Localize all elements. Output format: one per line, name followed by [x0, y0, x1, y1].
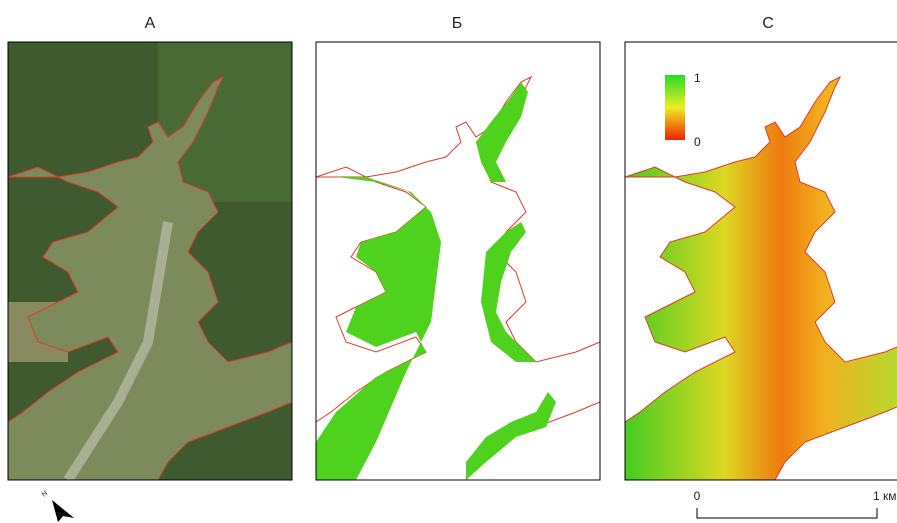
north-label: N: [41, 490, 49, 499]
figure: А Б С 1 0 0 1 км N: [0, 0, 897, 523]
panel-b: [316, 77, 600, 480]
panel-title: А: [145, 15, 156, 32]
scale-end: 1 км: [873, 489, 897, 503]
scale-bar: [697, 508, 877, 518]
legend-ramp: [665, 75, 685, 140]
panel-title: Б: [452, 15, 463, 32]
legend-max: 1: [694, 71, 701, 85]
legend-min: 0: [694, 135, 701, 149]
north-arrow: [52, 500, 74, 522]
panel-title: С: [762, 15, 774, 32]
scale-start: 0: [694, 489, 701, 503]
panel-a: [8, 42, 292, 480]
